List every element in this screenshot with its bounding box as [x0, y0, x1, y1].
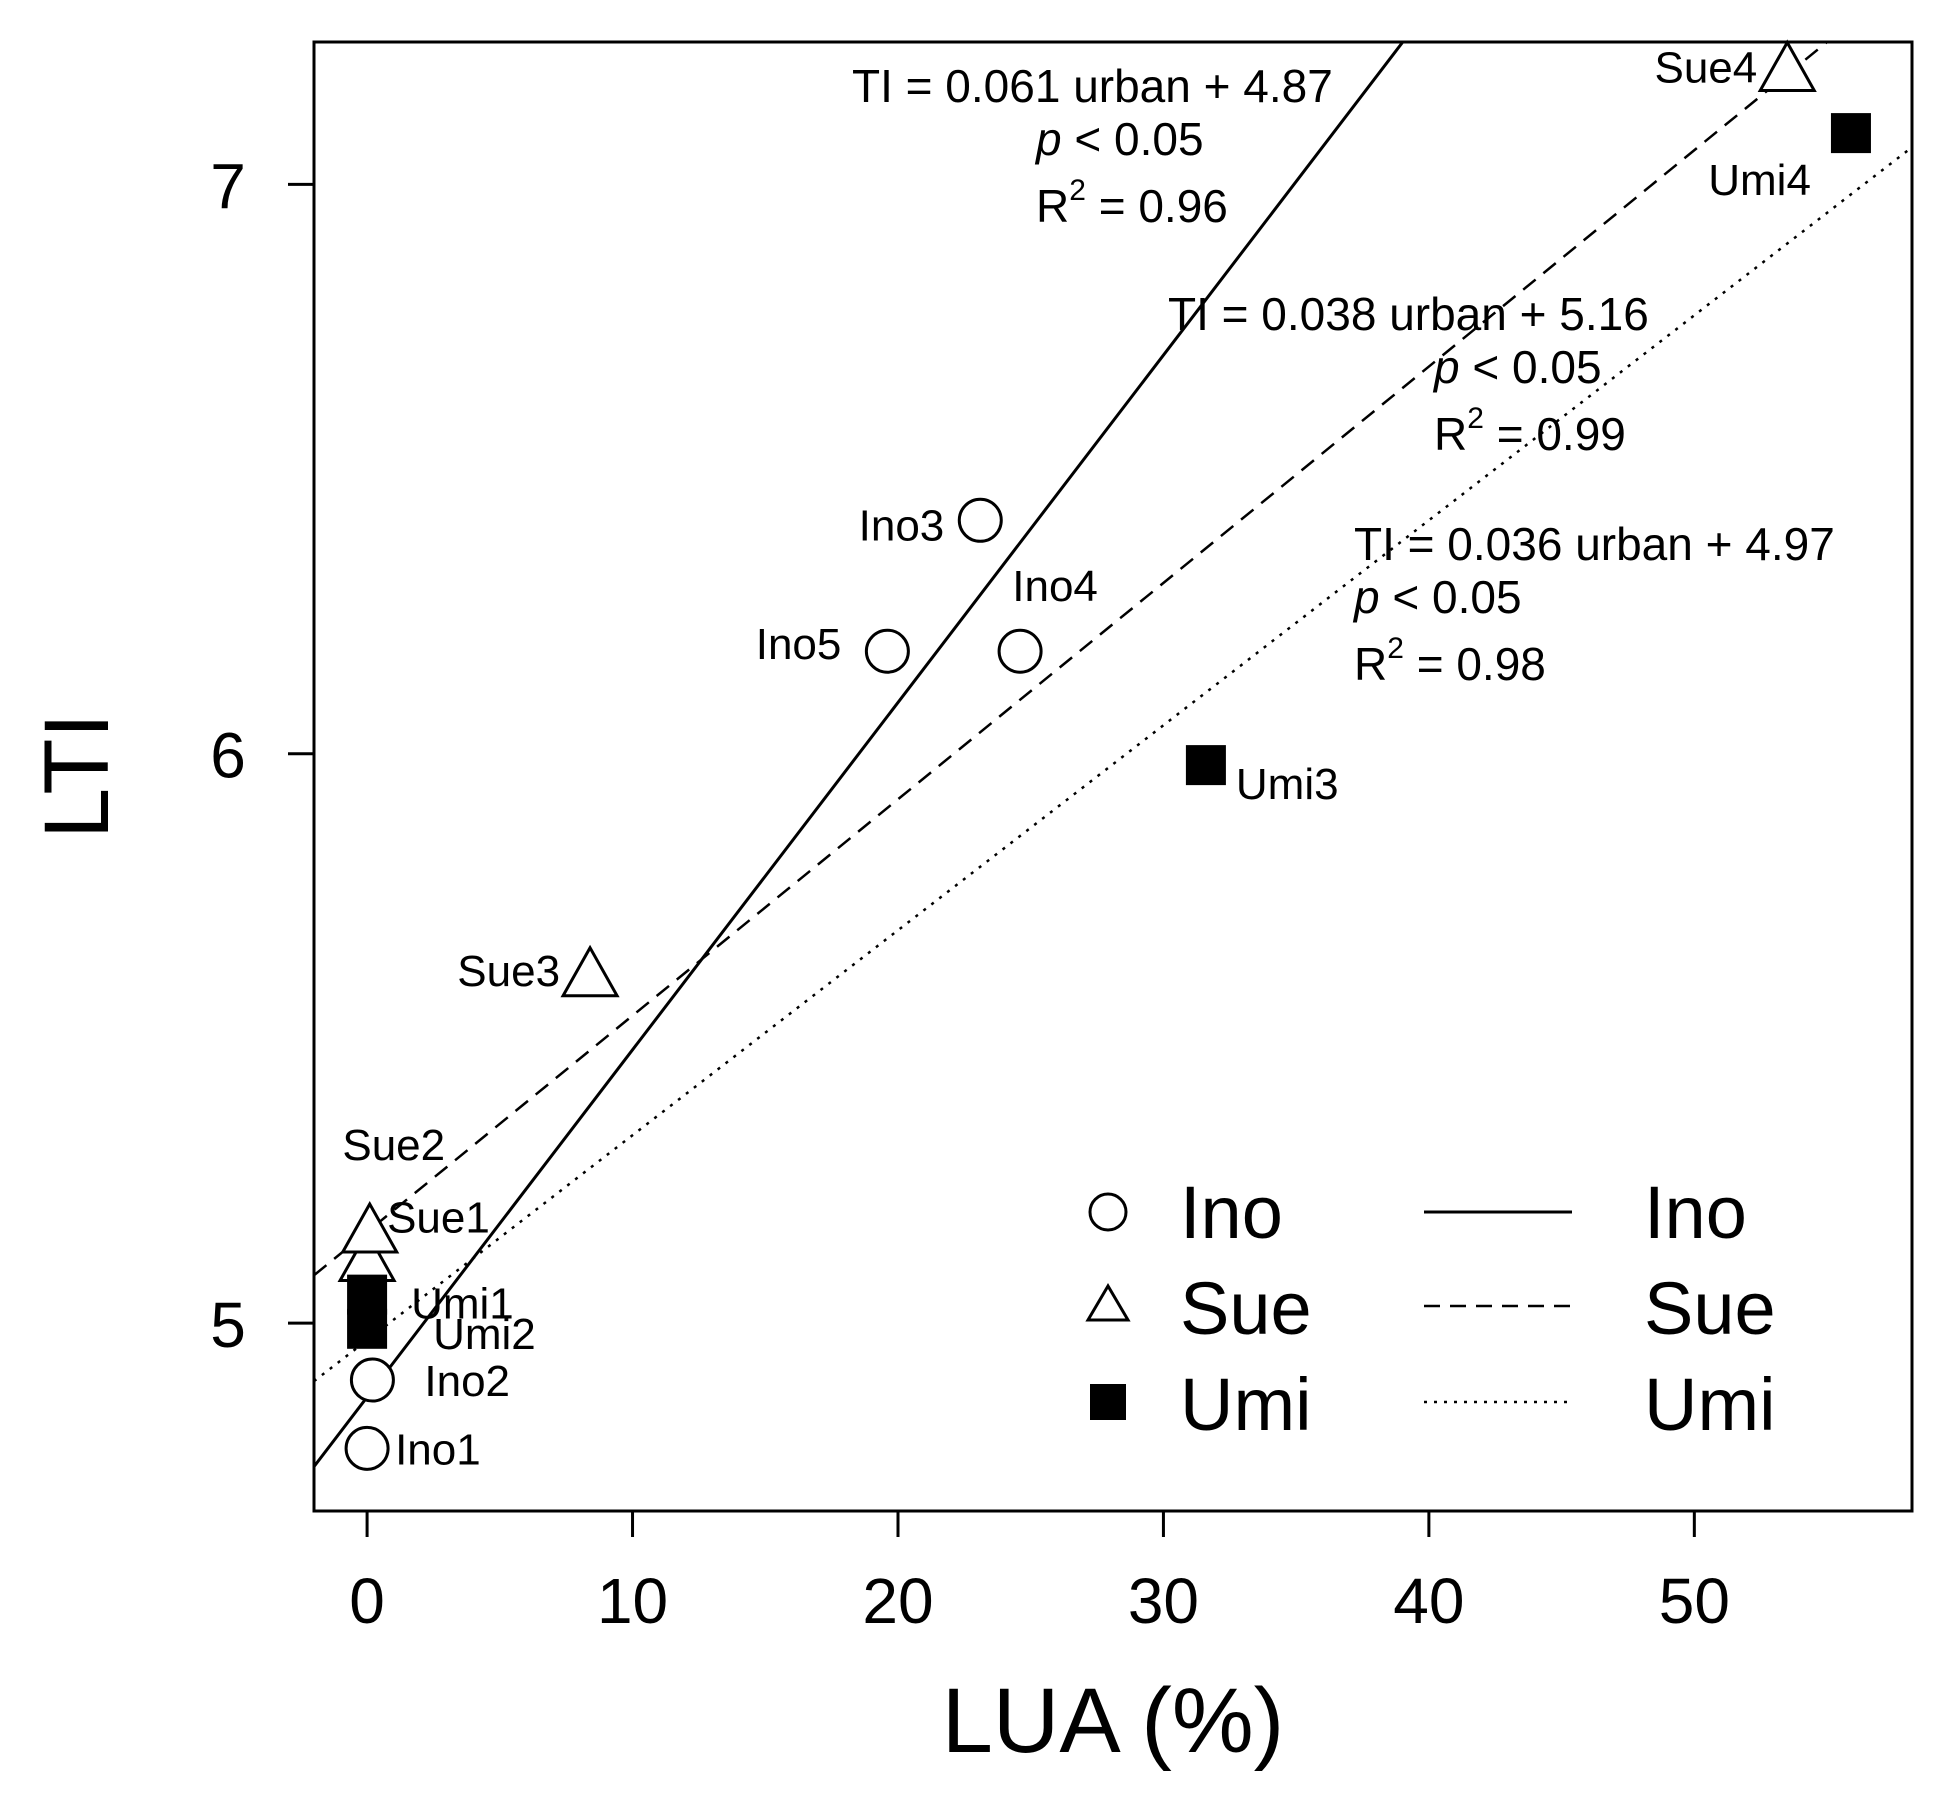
- sue3-marker: [560, 944, 620, 998]
- sue-fit-pvalue: p < 0.05: [1432, 341, 1602, 393]
- sue3-point-label: Sue3: [457, 947, 560, 996]
- data-points: Ino1 Ino2 Ino3 Ino4 Ino5 Sue1 Sue2 Sue3 Sue4 Umi1…: [337, 39, 1871, 1474]
- legend-circle-icon: [1088, 1192, 1128, 1232]
- ino4-point-label: Ino4: [1012, 562, 1098, 611]
- ino1-marker: [344, 1425, 390, 1471]
- sue1-point-label: Sue1: [387, 1193, 490, 1242]
- legend-marker-label-sue: Sue: [1180, 1267, 1312, 1350]
- legend-line-label-umi: Umi: [1644, 1363, 1776, 1446]
- y-tick-label: 5: [210, 1289, 246, 1361]
- umi1-marker: [347, 1274, 388, 1315]
- x-tick-label: 30: [1128, 1565, 1199, 1637]
- x-tick-label: 10: [597, 1565, 668, 1637]
- ino2-marker: [349, 1357, 395, 1403]
- umi4-point-label: Umi4: [1708, 156, 1811, 205]
- sue-regression-line: [314, 42, 1830, 1277]
- y-tick-label: 6: [210, 720, 246, 792]
- ino4-marker: [997, 628, 1043, 674]
- umi-fit-equation: TI = 0.036 urban + 4.97: [1354, 518, 1835, 570]
- umi2-point-label: Umi2: [433, 1310, 536, 1359]
- legend-marker-label-ino: Ino: [1180, 1171, 1283, 1254]
- legend-line-label-sue: Sue: [1644, 1267, 1776, 1350]
- umi2-marker: [347, 1308, 388, 1349]
- sue-fit-equation: TI = 0.038 urban + 5.16: [1168, 288, 1649, 340]
- axis-ticks: 0 10 20 30 40 50 5 6 7: [210, 150, 1730, 1637]
- y-axis-title: LTI: [26, 713, 128, 839]
- umi4-marker: [1830, 113, 1871, 154]
- x-tick-label: 40: [1393, 1565, 1464, 1637]
- ino-fit-annotation: TI = 0.061 urban + 4.87 p < 0.05 R2 = 0.…: [852, 60, 1333, 232]
- legend-marker-label-umi: Umi: [1180, 1363, 1312, 1446]
- sue4-point-label: Sue4: [1654, 43, 1757, 92]
- umi-regression-line: [314, 146, 1912, 1383]
- x-axis-title: LUA (%): [942, 1670, 1285, 1772]
- ino-fit-pvalue: p < 0.05: [1034, 113, 1204, 165]
- ino2-point-label: Ino2: [424, 1357, 510, 1406]
- y-tick-label: 7: [210, 150, 246, 222]
- ino-regression-line: [314, 42, 1405, 1468]
- sue2-marker: [340, 1200, 400, 1254]
- legend: Ino Sue Umi Ino Sue Umi: [1085, 1171, 1776, 1446]
- ino5-marker: [864, 628, 910, 674]
- umi-fit-annotation: TI = 0.036 urban + 4.97 p < 0.05 R2 = 0.…: [1352, 518, 1835, 690]
- umi3-marker: [1185, 745, 1226, 786]
- ino-fit-r2: R2 = 0.96: [1036, 174, 1228, 232]
- ino1-point-label: Ino1: [395, 1425, 481, 1474]
- umi1-point-label: Umi1: [411, 1280, 514, 1329]
- ino3-marker: [957, 497, 1003, 543]
- ino5-point-label: Ino5: [756, 620, 842, 669]
- x-tick-label: 20: [862, 1565, 933, 1637]
- legend-triangle-icon: [1085, 1283, 1131, 1322]
- umi-fit-r2: R2 = 0.98: [1354, 632, 1546, 690]
- x-tick-label: 0: [349, 1565, 385, 1637]
- umi-fit-pvalue: p < 0.05: [1352, 571, 1522, 623]
- sue-fit-annotation: TI = 0.038 urban + 5.16 p < 0.05 R2 = 0.…: [1168, 288, 1649, 460]
- x-tick-label: 50: [1659, 1565, 1730, 1637]
- umi3-point-label: Umi3: [1236, 760, 1339, 809]
- regression-lines: [314, 42, 1912, 1468]
- ino-fit-equation: TI = 0.061 urban + 4.87: [852, 60, 1333, 112]
- legend-line-label-ino: Ino: [1644, 1171, 1747, 1254]
- plot-area-frame: [312, 40, 1914, 1513]
- sue4-marker: [1757, 39, 1817, 92]
- legend-square-icon: [1090, 1384, 1126, 1420]
- sue-fit-r2: R2 = 0.99: [1434, 402, 1626, 460]
- sue2-point-label: Sue2: [342, 1121, 445, 1170]
- ino3-point-label: Ino3: [859, 501, 945, 550]
